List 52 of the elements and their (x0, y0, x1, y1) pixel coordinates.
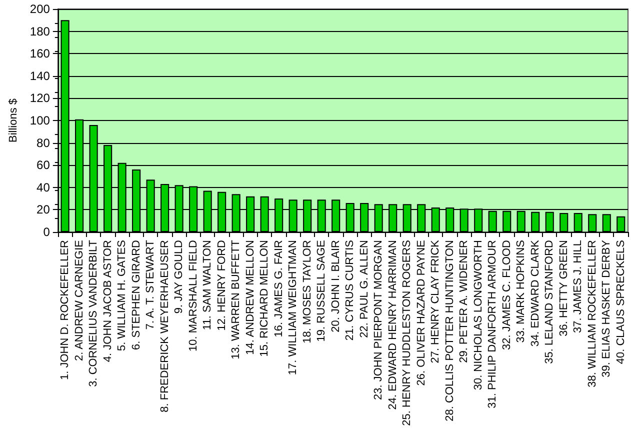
x-tick-label: 40. CLAUS SPRECKELS (614, 240, 627, 364)
y-tick-label: 60 (36, 158, 50, 172)
x-tick-label: 18. MOSES TAYLOR (301, 240, 314, 344)
x-tick-label: 11. SAM WALTON (202, 240, 214, 330)
x-tick-label: 27. HENRY CLAY FRICK (430, 239, 442, 364)
x-tick-label: 16. JAMES G. FAIR (272, 240, 285, 338)
x-tick-label: 5. WILLIAM H. GATES (116, 240, 128, 352)
x-tick-label: 2. ANDREW CARNEGIE (73, 240, 86, 362)
x-tick-label: 8. FREDERICK WEYERHAEUSER (158, 240, 171, 412)
x-tick-label: 35. LELAND STANFORD (544, 240, 556, 364)
y-tick-label: 200 (30, 2, 50, 16)
x-tick-label: 21. CYRUS CURTIS (344, 240, 356, 341)
y-tick-label: 160 (30, 46, 50, 61)
x-tick-label: 9. JAY GOULD (173, 240, 186, 314)
x-tick-label: 25. HENRY HUDDLESTON ROGERS (401, 240, 414, 426)
x-tick-label: 24. EDWARD HENRY HARRIMAN (386, 240, 399, 410)
x-tick-label: 34. EDWARD CLARK (529, 239, 542, 347)
x-tick-label: 15. RICHARD MELLON (258, 240, 271, 357)
x-tick-label: 32. JAMES C. FLOOD (500, 240, 513, 350)
x-tick-label: 31. PHILIP DANFORTH ARMOUR (486, 240, 499, 408)
x-tick-label: 39. ELIAS HASKET DERBY (600, 239, 613, 378)
x-tick-label: 22. PAUL G. ALLEN (358, 240, 370, 338)
x-tick-label: 36. HETTY GREEN (558, 240, 570, 336)
x-tick-label: 14. ANDREW MELLON (244, 240, 256, 355)
y-tick-label: 0 (43, 225, 50, 239)
x-tick-label: 29. PETER A. WIDENER (458, 240, 470, 363)
x-tick-label: 13. WARREN BUFFETT (230, 240, 242, 360)
x-tick-label: 38. WILLIAM ROCKEFELLER (586, 240, 598, 388)
y-tick-label: 80 (36, 136, 50, 150)
x-tick-label: 7. A. T. STEWART (144, 240, 157, 330)
x-tick-label: 26. OLIVER HAZARD PAYNE (415, 240, 428, 386)
x-tick-label: 33. MARK HOPKINS (515, 240, 528, 343)
y-tick-label: 140 (30, 68, 50, 83)
x-tick-label: 4. JOHN JACOB ASTOR (102, 240, 114, 362)
x-tick-label: 1. JOHN D. ROCKEFELLER (59, 240, 72, 380)
x-tick-label: 30. NICHOLAS LONGWORTH (472, 240, 484, 390)
y-tick-label: 180 (30, 24, 50, 38)
y-tick-label: 20 (36, 202, 50, 217)
y-tick-label: 100 (30, 114, 50, 128)
y-axis-title: Billions $ (8, 98, 20, 143)
x-tick-label: 12. HENRY FORD (216, 240, 228, 331)
x-tick-label: 37. JAMES J. HILL (572, 240, 584, 333)
x-tick-label: 28. COLLIS POTTER HUNTINGTON (444, 240, 456, 422)
x-tick-label: 6. STEPHEN GIRARD (130, 240, 142, 350)
x-tick-label: 10. MARSHALL FIELD (187, 240, 200, 352)
x-tick-label: 20. JOHN I. BLAIR (330, 240, 342, 332)
x-tick-label: 23. JOHN PIERPONT MORGAN (372, 240, 385, 400)
y-tick-label: 120 (30, 91, 50, 106)
y-tick-label: 40 (36, 180, 50, 194)
x-tick-label: 19. RUSSELL SAGE (316, 240, 328, 342)
x-tick-label: 3. CORNELIUS VANDERBILT (88, 240, 100, 387)
x-tick-label: 17. WILLIAM WEIGHTMAN (287, 240, 300, 376)
